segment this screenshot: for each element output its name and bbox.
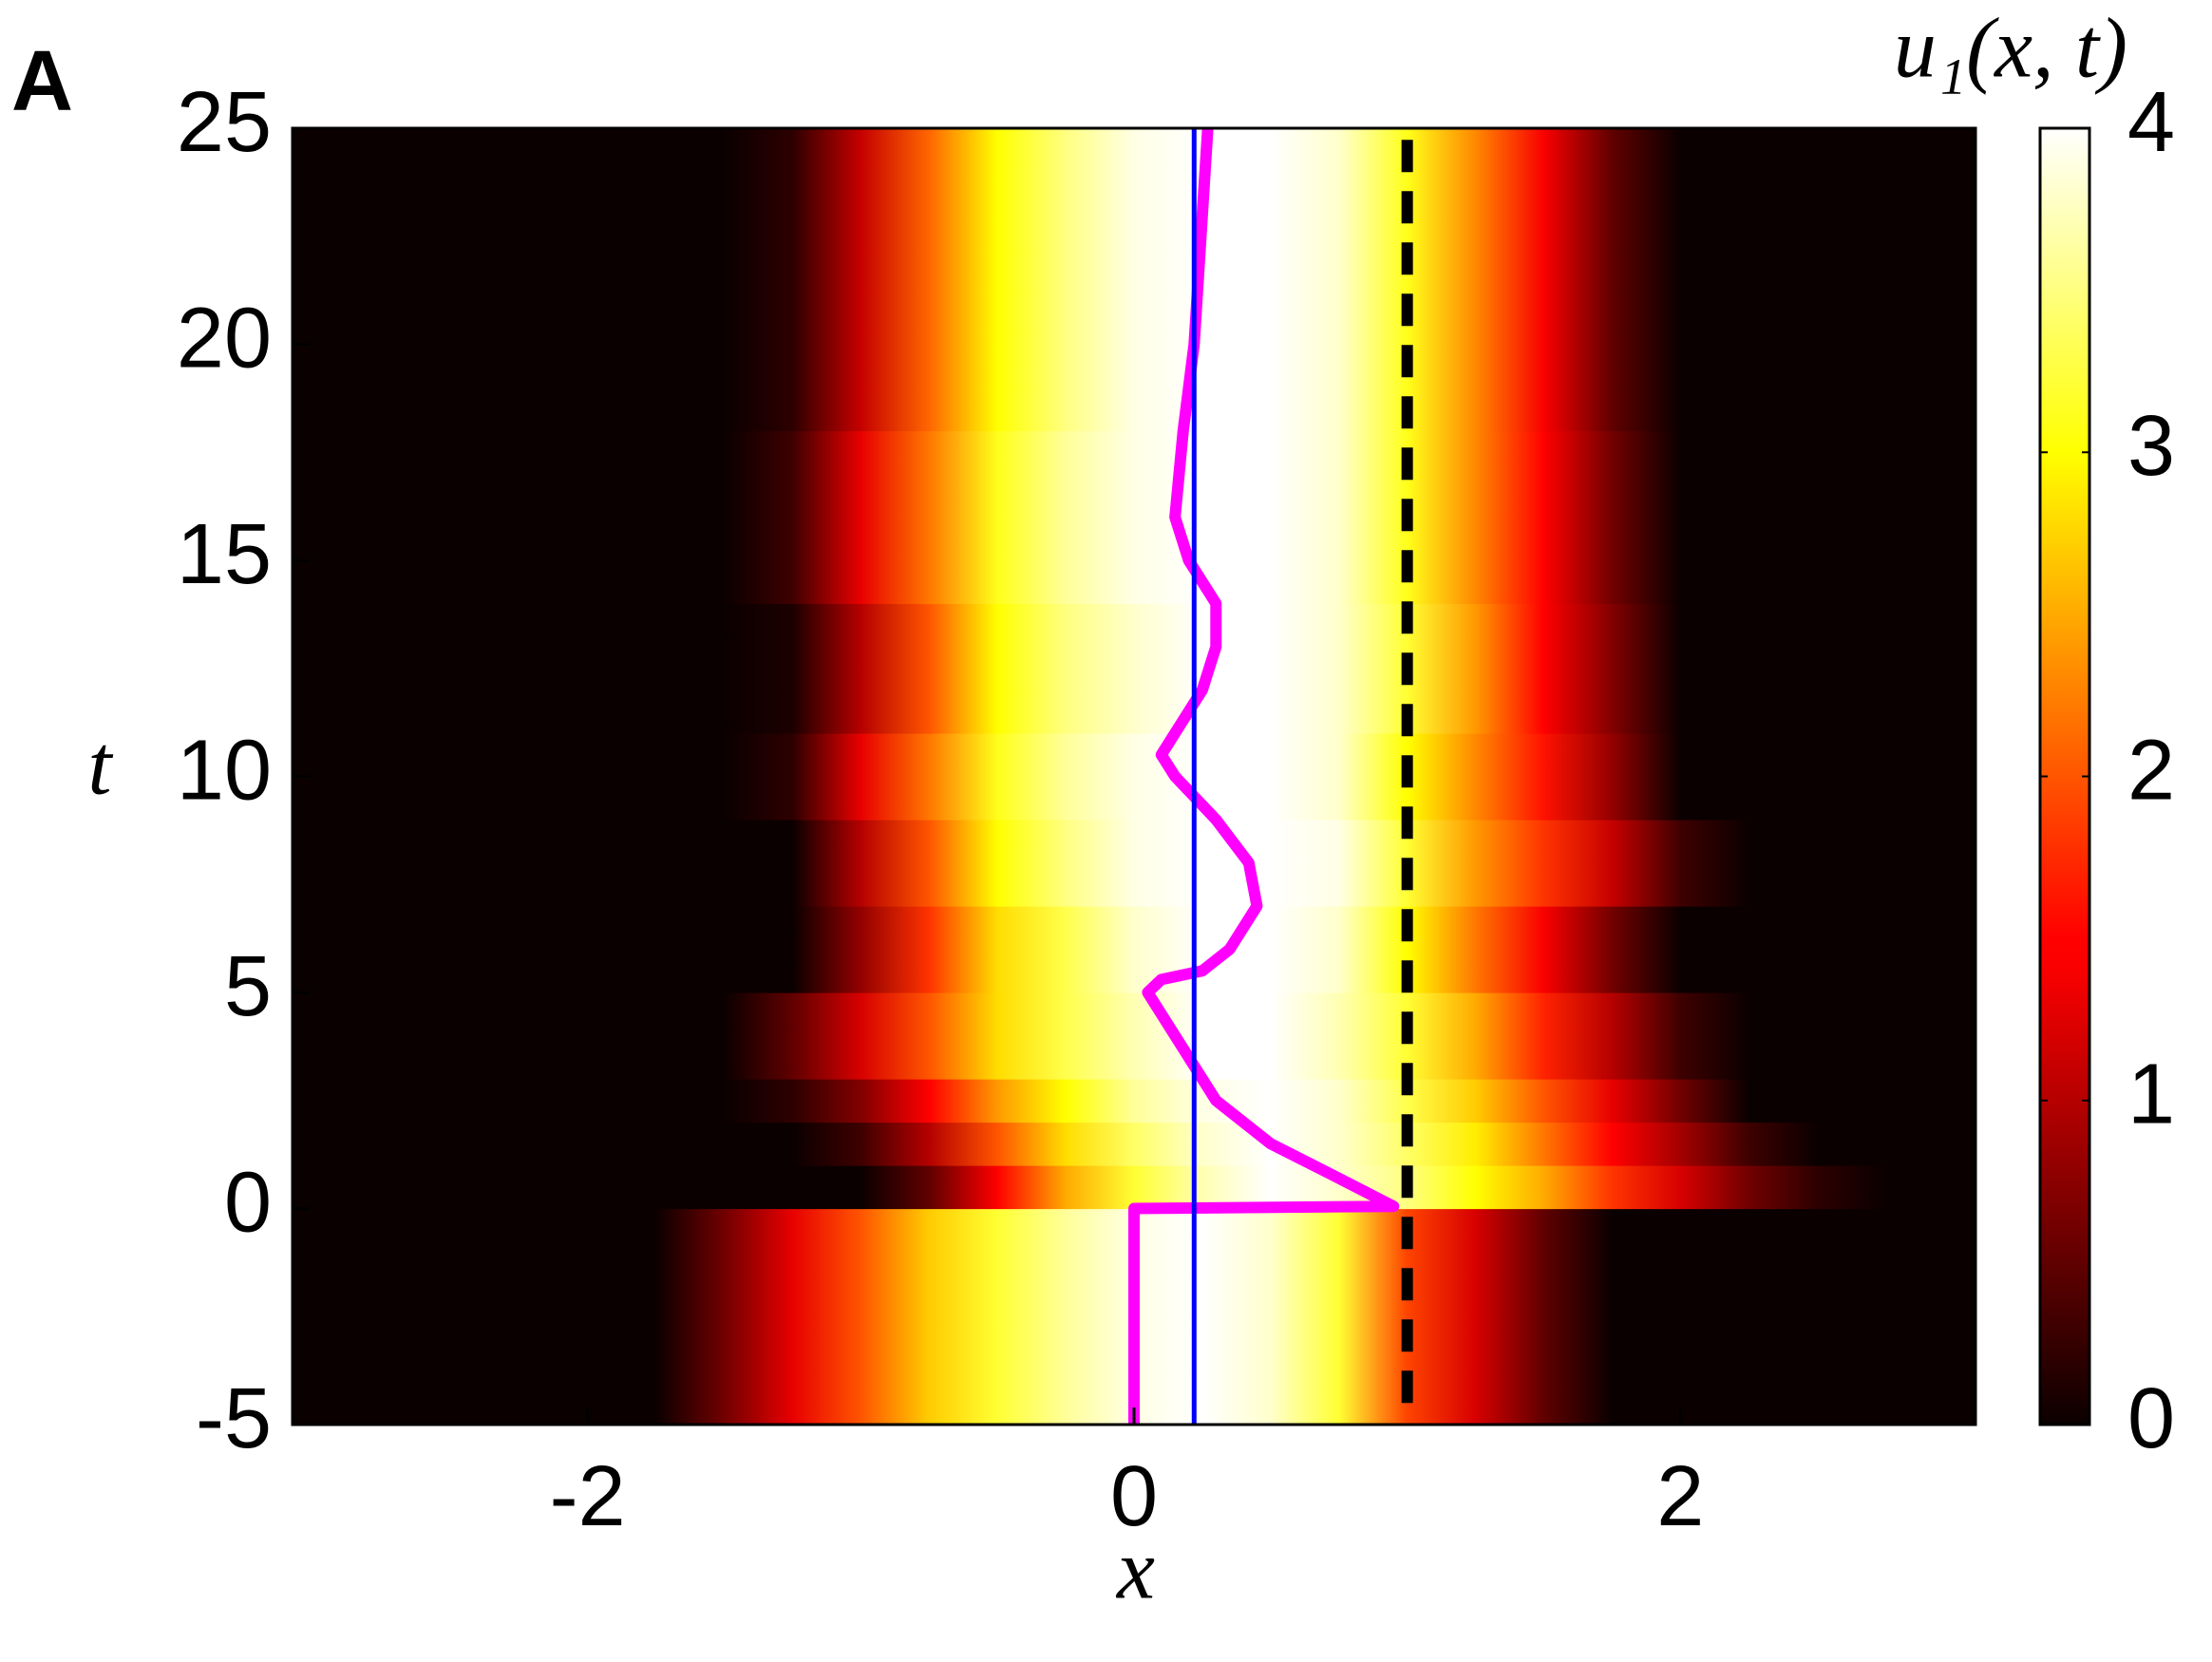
heat-row bbox=[587, 992, 1954, 1080]
y-axis-label: t bbox=[87, 719, 113, 813]
colorbar bbox=[2038, 126, 2091, 1426]
x-axis-label: x bbox=[1115, 1523, 1155, 1617]
heat-row bbox=[587, 128, 1954, 432]
y-tick-label: 15 bbox=[177, 507, 272, 602]
colorbar-tick-label: 2 bbox=[2127, 723, 2175, 818]
y-tick-label: 5 bbox=[224, 939, 272, 1034]
x-tick-label: 0 bbox=[1110, 1449, 1158, 1544]
heat-row bbox=[587, 820, 1954, 907]
heat-row bbox=[587, 906, 1954, 993]
heat-row bbox=[587, 603, 1954, 734]
heat-row bbox=[587, 1208, 1954, 1425]
y-tick-label: 25 bbox=[177, 75, 272, 170]
line bbox=[1128, 128, 1400, 1425]
x-tick-label: -2 bbox=[550, 1449, 626, 1544]
colorbar-label: u₁(x, t) bbox=[1894, 2, 2127, 96]
x-tick-label: 2 bbox=[1656, 1449, 1704, 1544]
y-tick-label: 10 bbox=[177, 723, 272, 818]
colorbar-tick-label: 3 bbox=[2127, 399, 2175, 494]
heatmap bbox=[587, 128, 1954, 1425]
panel-label: A bbox=[11, 34, 73, 129]
colorbar-tick-label: 0 bbox=[2127, 1371, 2175, 1466]
heat-row bbox=[587, 1079, 1954, 1124]
colorbar-tick-label: 1 bbox=[2127, 1048, 2175, 1143]
y-tick-label: -5 bbox=[196, 1371, 272, 1466]
y-tick-label: 20 bbox=[177, 291, 272, 386]
colorbar-tick-label: 4 bbox=[2127, 75, 2175, 170]
y-tick-label: 0 bbox=[224, 1155, 272, 1250]
heat-row bbox=[587, 430, 1954, 605]
heat-row bbox=[587, 733, 1954, 821]
